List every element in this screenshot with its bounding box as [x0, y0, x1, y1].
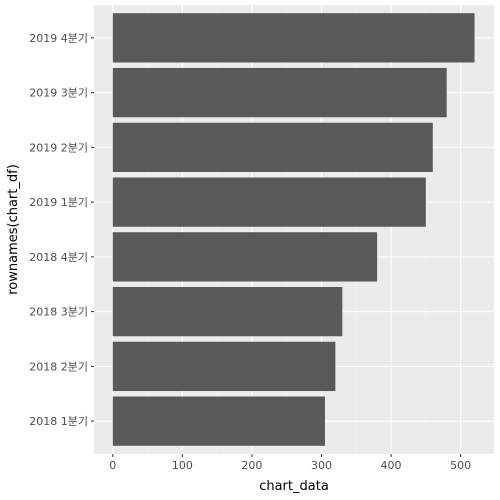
- y-tick-label: 2018 4분기: [29, 251, 88, 264]
- x-tick-label: 400: [381, 459, 402, 472]
- bar: [112, 67, 447, 118]
- y-tick-label: 2018 2분기: [29, 360, 88, 373]
- axis-ticks: 0 100 200 300 400 500 2018 1분기 2018 2분기 2018 3분기…: [29, 32, 471, 472]
- x-tick-label: 100: [172, 459, 193, 472]
- bar: [112, 396, 325, 446]
- y-tick-label: 2018 1분기: [29, 415, 88, 428]
- x-tick-label: 200: [241, 459, 262, 472]
- bar: [112, 286, 343, 337]
- y-tick-label: 2018 3분기: [29, 306, 88, 319]
- bar: [112, 232, 378, 282]
- bar: [112, 13, 475, 63]
- y-tick-label: 2019 4분기: [29, 32, 88, 45]
- x-tick-label: 0: [109, 459, 116, 472]
- x-tick-label: 300: [311, 459, 332, 472]
- y-axis-title: rownames(chart_df): [6, 164, 21, 295]
- bar: [112, 177, 426, 227]
- x-axis-title: chart_data: [259, 479, 329, 494]
- bar: [112, 341, 336, 392]
- y-tick-label: 2019 1분기: [29, 196, 88, 209]
- x-tick-label: 500: [450, 459, 471, 472]
- bar: [112, 122, 433, 173]
- bars: [112, 13, 475, 446]
- y-tick-label: 2019 2분기: [29, 141, 88, 154]
- y-tick-label: 2019 3분기: [29, 87, 88, 100]
